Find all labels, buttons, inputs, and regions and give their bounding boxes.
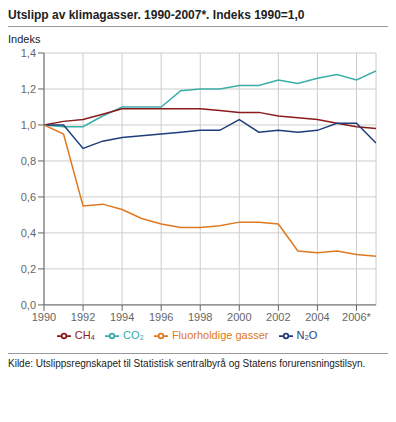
svg-text:1,4: 1,4 [21,47,36,59]
svg-text:0,4: 0,4 [21,227,36,239]
html-text:Indeks: Indeks [8,33,41,45]
html-text:CH₄: CH₄ [74,328,96,341]
html-text:Fluorholdige gasser: Fluorholdige gasser [171,328,269,341]
svg-text:1998: 1998 [188,311,212,323]
svg-text:2002: 2002 [266,311,290,323]
svg-text:0,2: 0,2 [21,263,36,275]
svg-text:1994: 1994 [110,311,134,323]
html-text:Utslipp av klimagasser. 1990-2: Utslipp av klimagasser. 1990-2007*. Inde… [8,8,305,22]
svg-text:1990: 1990 [32,311,56,323]
svg-text:0,8: 0,8 [21,155,36,167]
svg-text:1996: 1996 [149,311,173,323]
html-text:N₂O: N₂O [296,328,318,341]
html-text:Kilde: Utslippsregnskapet til: Kilde: Utslippsregnskapet til Statistisk… [8,358,366,369]
svg-text:1,2: 1,2 [21,83,36,95]
svg-text:1,0: 1,0 [21,119,36,131]
html-text:CO₂: CO₂ [123,328,144,341]
svg-text:2004: 2004 [305,311,329,323]
svg-text:2000: 2000 [227,311,251,323]
svg-text:2006*: 2006* [342,311,371,323]
svg-text:1992: 1992 [71,311,95,323]
svg-text:0,6: 0,6 [21,191,36,203]
svg-text:0,0: 0,0 [21,299,36,311]
